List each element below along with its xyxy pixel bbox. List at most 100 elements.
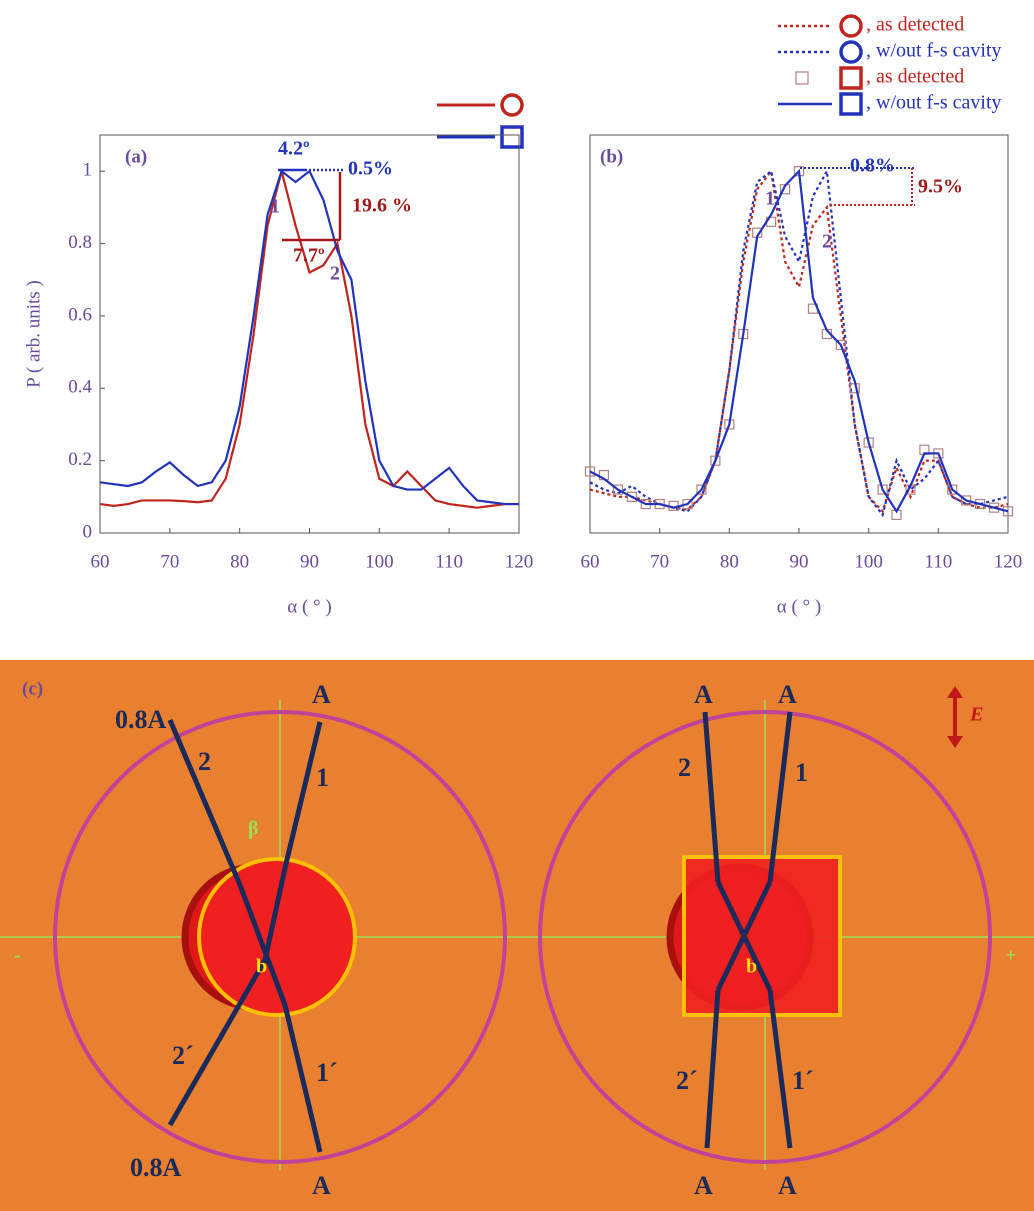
x-tick-label: 120 — [994, 551, 1023, 572]
ray — [702, 711, 721, 883]
ray-label: 2´ — [676, 1066, 698, 1095]
panel-label: (a) — [125, 146, 147, 167]
y-tick-label: 0 — [83, 521, 93, 542]
y-tick-label: 1 — [83, 160, 93, 181]
marker — [710, 455, 721, 466]
ring — [53, 710, 507, 1164]
x-tick-label: 100 — [854, 551, 883, 572]
chart: 60 70 80 90 100 110 120 0 0.2 0.4 0.6 0.8 1 α ( ° ) P … — [23, 134, 534, 617]
series-line — [589, 167, 1009, 518]
x-tick-label: 70 — [650, 551, 669, 572]
ray — [282, 1004, 323, 1153]
x-tick-label: 90 — [790, 551, 809, 572]
marker — [626, 491, 637, 502]
annotation: 1 — [270, 196, 280, 218]
y-tick-label: 0.6 — [68, 304, 92, 325]
cavity — [197, 857, 357, 1017]
marker — [961, 495, 972, 506]
legend: , as detected , w/out f-s cavity , as dete… — [437, 14, 1002, 149]
ray-label: 0.8A — [115, 705, 167, 734]
annotation: 0.8% — [850, 155, 895, 177]
ray-label: 2 — [678, 753, 691, 782]
annotation: 1 — [765, 188, 775, 210]
ray-label: 2 — [198, 747, 211, 776]
marker — [696, 484, 707, 495]
diagram: (c) 0.8A A 2 1 β b 2´ 1´ 0.8A A - A A 2 … — [0, 660, 1034, 1211]
ray — [282, 721, 323, 869]
ray-label: A — [312, 1171, 331, 1200]
ray — [704, 989, 721, 1149]
marker — [839, 92, 863, 116]
x-tick-label: 110 — [924, 551, 952, 572]
annotation: 4.2º — [278, 138, 310, 160]
x-tick-label: 80 — [230, 551, 249, 572]
series-line — [589, 168, 1009, 514]
y-tick-label: 0.2 — [68, 449, 92, 470]
ray-label: 2´ — [172, 1041, 194, 1070]
point-label: b — [256, 956, 267, 978]
sign: - — [14, 945, 21, 967]
ray-label: A — [312, 680, 331, 709]
x-tick-label: 60 — [581, 551, 600, 572]
marker — [839, 14, 863, 38]
series-line — [99, 170, 519, 509]
marker — [835, 339, 846, 350]
ray-label: A — [778, 1171, 797, 1200]
series-line — [99, 169, 519, 506]
chart: 60 70 80 90 100 110 120 α ( ° ) — [581, 134, 1023, 617]
annotation: 0.5% — [348, 158, 393, 180]
marker — [839, 66, 863, 90]
marker — [500, 93, 524, 117]
legend-label: , w/out f-s cavity — [866, 40, 1002, 62]
panel-label: (b) — [600, 146, 623, 167]
marker — [584, 466, 596, 477]
y-axis-label: P ( arb. units ) — [23, 280, 44, 387]
legend-label: , as detected — [866, 66, 964, 88]
marker — [947, 484, 958, 495]
x-tick-label: 110 — [435, 551, 463, 572]
marker — [795, 71, 809, 85]
plot-frame — [99, 134, 520, 534]
annotation: 19.6 % — [352, 195, 412, 217]
rays — [167, 711, 793, 1153]
annotations-a — [278, 168, 345, 242]
marker — [839, 40, 863, 64]
annotation: 7.7º — [293, 245, 325, 267]
ray-label: A — [778, 680, 797, 709]
ray — [767, 989, 793, 1149]
legend-label: , as detected — [866, 14, 964, 36]
x-axis-label: α ( ° ) — [777, 596, 821, 617]
ray-label: 1´ — [792, 1066, 814, 1095]
series-line — [589, 168, 1009, 514]
sign: + — [1005, 945, 1016, 967]
field-label: E — [969, 704, 983, 726]
ray-label: 1´ — [316, 1058, 338, 1087]
ray — [262, 867, 288, 961]
ray — [167, 958, 268, 1127]
marker — [988, 502, 1000, 513]
annotations-b — [800, 167, 915, 206]
x-tick-label: 120 — [505, 551, 534, 572]
panel-label: (c) — [22, 678, 43, 699]
ray — [237, 884, 288, 1006]
ray-label: A — [694, 1171, 713, 1200]
ray-label: 1 — [316, 763, 329, 792]
x-tick-label: 80 — [720, 551, 739, 572]
x-tick-label: 100 — [365, 551, 394, 572]
cavity — [682, 855, 842, 1017]
ray — [715, 880, 773, 992]
annotation: 9.5% — [918, 176, 963, 198]
point-label: b — [746, 956, 757, 978]
x-axis-label: α ( ° ) — [287, 596, 331, 617]
x-tick-label: 70 — [160, 551, 179, 572]
marker — [612, 484, 623, 495]
ring — [538, 710, 992, 1164]
y-tick-label: 0.4 — [68, 377, 92, 398]
ray — [767, 711, 793, 883]
marker — [1002, 506, 1014, 517]
angle-label: β — [248, 818, 259, 840]
marker — [975, 498, 986, 510]
y-tick-label: 0.8 — [68, 232, 92, 253]
x-tick-label: 90 — [300, 551, 319, 572]
